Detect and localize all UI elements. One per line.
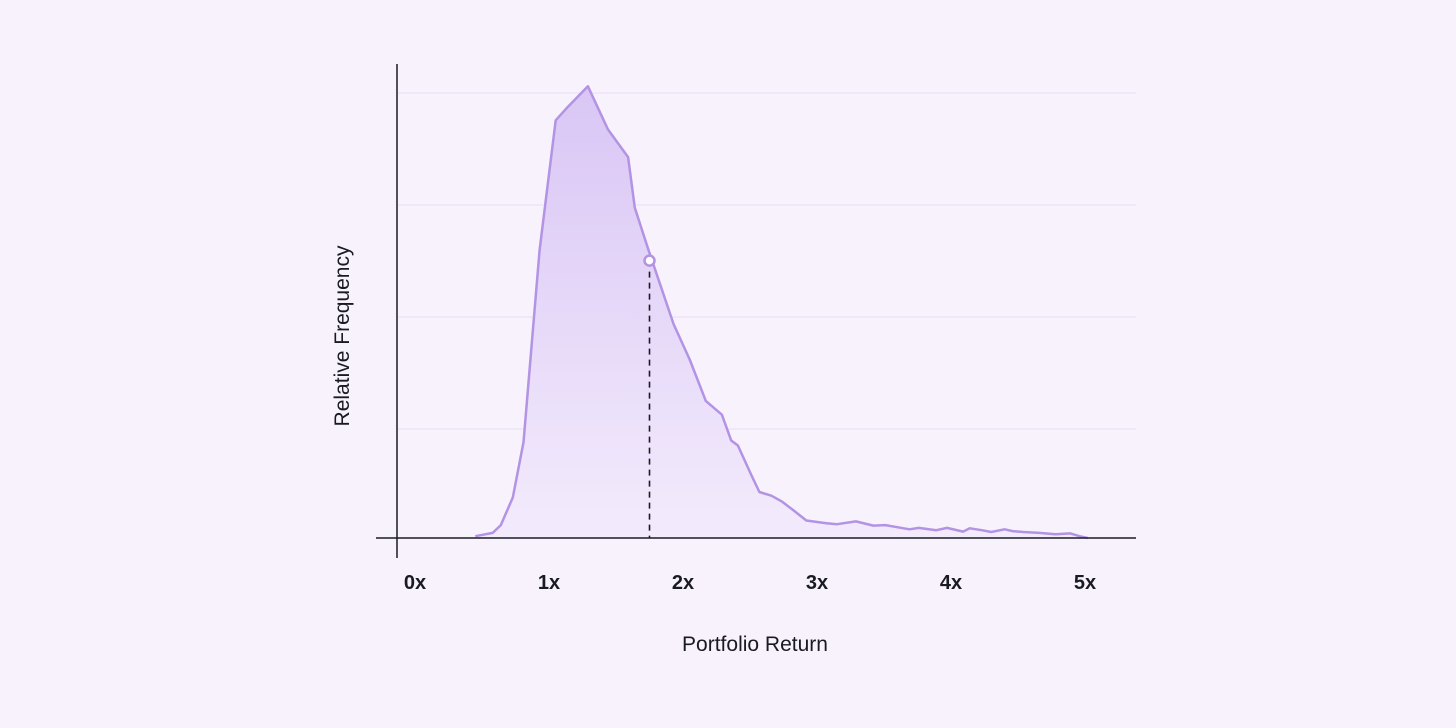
x-tick-labels: 0x 1x 2x 3x 4x 5x <box>404 572 1096 594</box>
y-axis-title: Relative Frequency <box>331 245 354 426</box>
marker-point <box>643 254 656 267</box>
x-tick-label: 5x <box>1074 572 1096 594</box>
distribution-area <box>475 86 1088 539</box>
x-tick-label: 2x <box>672 572 694 594</box>
distribution-line <box>475 85 1088 540</box>
x-tick-label: 0x <box>404 572 426 594</box>
x-tick-label: 4x <box>940 572 962 594</box>
x-tick-label: 3x <box>806 572 828 594</box>
grid-lines <box>397 92 1136 430</box>
x-axis-title: Portfolio Return <box>682 633 828 656</box>
x-tick-label: 1x <box>538 572 560 594</box>
